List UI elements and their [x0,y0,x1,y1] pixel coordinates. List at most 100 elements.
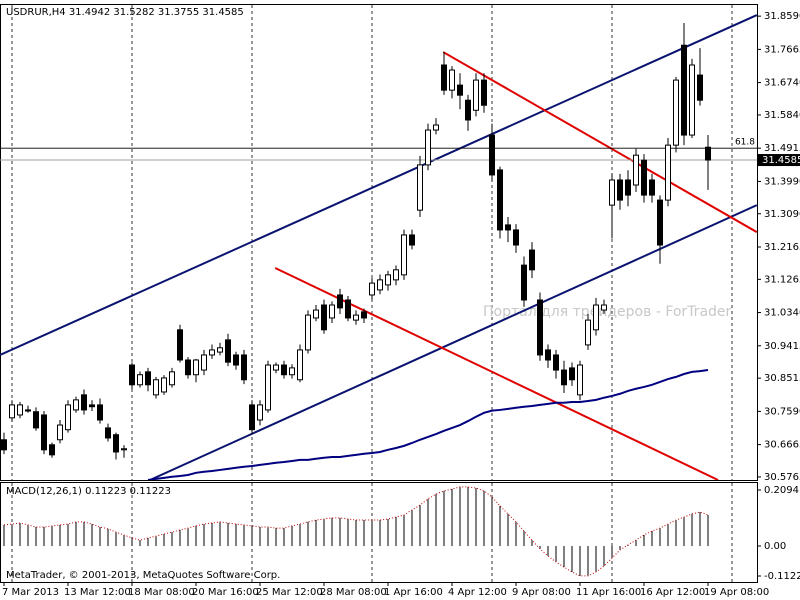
x-tick-label: 28 Mar 08:00 [320,587,387,598]
copyright: MetaTrader, © 2001-2013, MetaQuotes Soft… [6,570,280,581]
y-tick-label: 30.5765 [764,472,800,483]
main-plot: Портал для трейдеров - ForTrader 61.8 [0,5,757,480]
candle-body [633,154,639,186]
candle-body [321,304,327,331]
candle-body [257,404,263,421]
main-frame [0,4,758,481]
trendline [442,51,757,233]
x-tick-label: 13 Mar 12:00 [64,587,131,598]
x-tick-label: 20 Mar 16:00 [192,587,259,598]
candle-body [481,79,487,106]
candle-body [41,414,47,451]
candle-body [617,179,623,201]
candle-body [9,404,15,419]
candle-body [513,229,519,246]
candle-body [305,314,311,351]
candle-body [73,399,79,411]
y-tick-label: 31.3090 [764,209,800,220]
sub-frame [0,482,758,583]
candle-body [377,279,383,291]
candle-body [425,129,431,166]
candle-body [705,146,711,161]
x-tick-label: 16 Apr 12:00 [640,587,705,598]
y-tick-label: 31.4915 [764,143,800,154]
candle-body [121,448,127,451]
candle-body [145,371,151,386]
candle-body [569,367,575,381]
candle-body [89,404,95,408]
candle-body [417,164,423,211]
x-tick-label: 11 Apr 16:00 [576,587,641,598]
candle-body [105,427,111,439]
candle-body [297,349,303,381]
candle-body [249,404,255,431]
candle-body [113,434,119,453]
y-tick-label: 31.8590 [764,11,800,22]
y-tick-label: 31.3990 [764,176,800,187]
watermark: Портал для трейдеров - ForTrader [483,304,732,320]
candle-body [673,79,679,146]
candle-body [553,354,559,371]
candle-body [473,79,479,111]
y-tick-label: 30.9415 [764,341,800,352]
axes: 31.8590 31.7665 31.6740 31.5840 31.4915 31.39… [2,11,800,598]
candle-body [441,64,447,91]
x-tick-label: 19 Apr 08:00 [704,587,769,598]
x-tick-label: 4 Apr 12:00 [448,587,507,598]
candle-body [209,349,215,356]
y-tick-label: 31.5840 [764,110,800,121]
y-tick-label: 31.6740 [764,78,800,89]
candle-body [241,354,247,381]
candle-body [489,134,495,176]
candle-body [657,199,663,246]
candle-body [177,329,183,361]
candle-body [49,444,55,456]
y-tick-label: 31.0340 [764,308,800,319]
candle-body [265,364,271,411]
candle-body [225,339,231,363]
candle-body [609,179,615,206]
candle-body [449,69,455,91]
indicator-title: MACD(12,26,1) 0.11223 0.11223 [6,486,171,497]
y-tick-label: 30.8515 [764,373,800,384]
candle-body [353,314,359,321]
x-tick-label: 1 Apr 16:00 [384,587,443,598]
candle-body [561,369,567,386]
candle-body [313,309,319,319]
candle-body [601,304,607,311]
candle-body [153,379,159,396]
last-price-box [758,154,800,167]
candle-body [401,234,407,276]
candle-body [169,371,175,386]
candle-body [497,169,503,231]
candle-body [457,84,463,96]
y-tick-label: 30.7590 [764,406,800,417]
candle-body [641,159,647,196]
candle-body [97,404,103,421]
sub-plot [3,483,733,582]
candle-body [81,394,87,411]
candle-body [529,249,535,271]
candle-body [57,424,63,441]
candle-body [289,367,295,376]
y-tick-label: 0.20941 [764,485,800,496]
last-price-label: 31.4585 [762,155,800,166]
candle-body [649,179,655,196]
candle-body [129,364,135,386]
candle-body [361,311,367,319]
candle-body [393,269,399,281]
candle-body [201,354,207,371]
candle-body [697,74,703,101]
x-tick-label: 9 Apr 08:00 [512,587,571,598]
candle-body [593,304,599,331]
candle-body [465,99,471,121]
candle-body [137,374,143,386]
candle-body [385,274,391,286]
candle-body [409,234,415,246]
x-tick-label: 7 Mar 2013 [2,587,59,598]
candle-body [193,359,199,376]
candle-body [185,359,191,376]
candle-body [161,377,167,393]
y-tick-label: -0.11221 [764,571,800,582]
